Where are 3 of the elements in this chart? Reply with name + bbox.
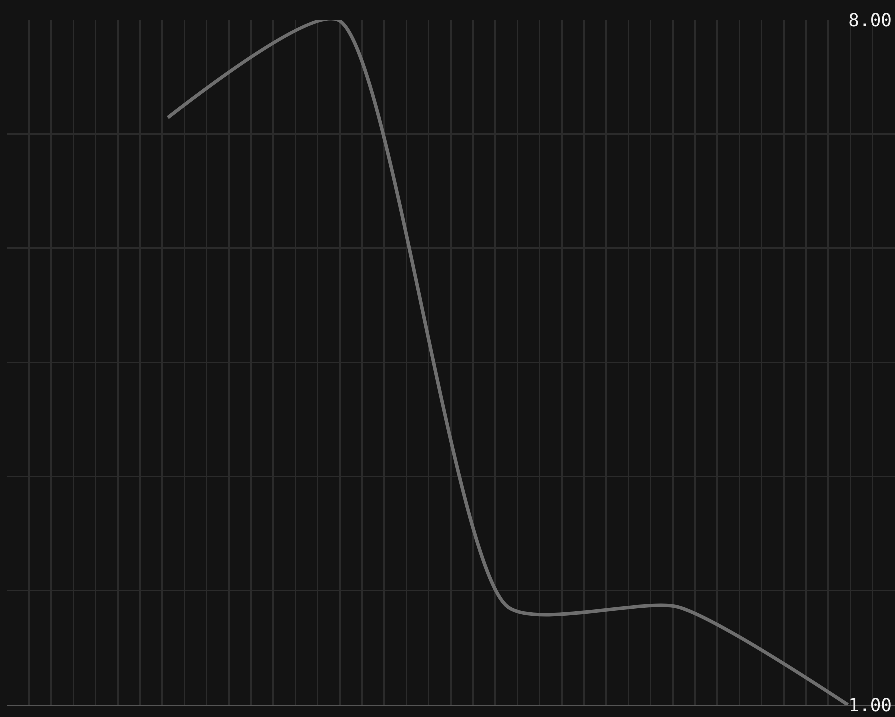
- y-tick-label: 8.00: [848, 10, 892, 32]
- line-series: [166, 20, 850, 705]
- y-tick-label: 1.00: [848, 695, 892, 716]
